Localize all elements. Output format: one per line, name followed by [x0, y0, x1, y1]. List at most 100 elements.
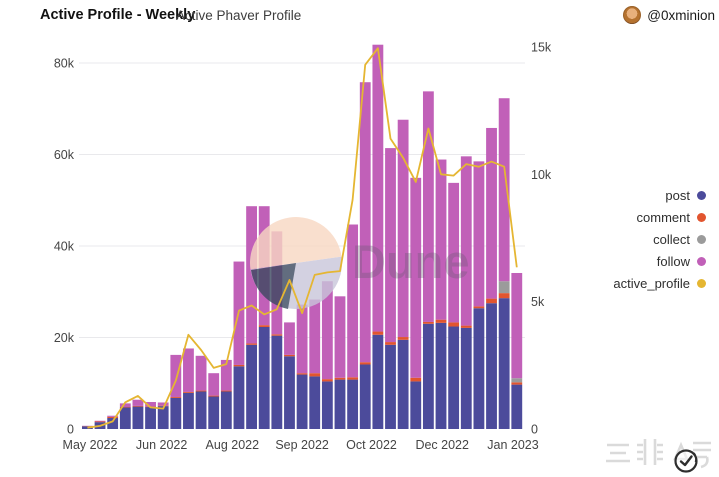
bar-segment-post [170, 397, 182, 429]
bar-week-24[interactable] [372, 44, 384, 429]
bar-segment-follow [195, 355, 207, 391]
bar-segment-comment [511, 382, 523, 385]
bar-segment-follow [460, 156, 472, 326]
bar-segment-post [258, 326, 270, 429]
legend-item-follow[interactable]: follow [657, 254, 706, 269]
bar-segment-post [309, 376, 321, 429]
bar-week-23[interactable] [359, 82, 371, 429]
x-axis-tick: Jun 2022 [136, 438, 187, 452]
bar-segment-collect [498, 281, 510, 294]
bar-segment-comment [107, 416, 119, 419]
right-axis-tick: 5k [531, 295, 545, 309]
bar-segment-follow [284, 322, 295, 355]
bar-week-8[interactable] [170, 354, 182, 429]
bar-segment-comment [309, 373, 321, 377]
bar-week-13[interactable] [233, 261, 245, 429]
bar-week-11[interactable] [208, 373, 220, 429]
bar-segment-follow [359, 82, 371, 363]
bar-week-12[interactable] [220, 359, 232, 430]
active-profile-line [87, 47, 518, 429]
legend-item-post[interactable]: post [665, 188, 706, 203]
bar-week-6[interactable] [145, 402, 156, 429]
legend-label: post [665, 188, 690, 203]
bar-segment-post [183, 392, 194, 429]
bar-segment-post [334, 379, 346, 429]
bar-segment-post [347, 379, 359, 429]
bar-week-32[interactable] [473, 161, 485, 429]
bar-week-9[interactable] [183, 348, 194, 429]
bar-week-26[interactable] [397, 119, 409, 429]
bar-segment-follow [385, 148, 396, 343]
bar-segment-follow [220, 359, 232, 391]
chart-header: Active Profile - Weekly Active Phaver Pr… [0, 0, 719, 30]
legend-item-collect[interactable]: collect [653, 232, 706, 247]
bar-segment-follow [157, 402, 169, 406]
bar-segment-comment [473, 306, 485, 309]
bar-segment-post [208, 396, 220, 429]
bar-week-22[interactable] [347, 224, 359, 430]
bar-segment-post [284, 356, 295, 429]
bar-segment-comment [397, 337, 409, 340]
bar-segment-post [448, 326, 460, 429]
legend-label: active_profile [613, 276, 690, 291]
bar-week-27[interactable] [410, 177, 422, 429]
bar-week-29[interactable] [435, 159, 447, 429]
bar-week-28[interactable] [422, 91, 434, 429]
bar-segment-follow [107, 415, 119, 417]
check-badge-icon [674, 449, 698, 473]
bar-week-34[interactable] [498, 98, 510, 429]
left-axis-tick: 0 [67, 423, 74, 437]
bar-segment-comment [94, 421, 106, 423]
bar-segment-post [246, 344, 257, 429]
bar-segment-follow [498, 98, 510, 282]
bar-segment-follow [372, 44, 384, 332]
bar-week-30[interactable] [448, 182, 460, 429]
bar-segment-follow [511, 272, 523, 379]
dune-wordmark: Dune [352, 235, 470, 288]
bar-week-33[interactable] [486, 127, 497, 429]
bar-week-17[interactable] [284, 322, 295, 429]
bar-week-21[interactable] [334, 296, 346, 429]
bar-week-31[interactable] [460, 156, 472, 429]
bar-segment-post [410, 381, 422, 429]
bar-segment-comment [372, 331, 384, 335]
legend-item-active_profile[interactable]: active_profile [613, 276, 706, 291]
bar-segment-follow [397, 119, 409, 338]
bar-week-7[interactable] [157, 402, 169, 430]
bar-segment-comment [385, 342, 396, 345]
bar-segment-follow [473, 161, 485, 307]
bar-segment-follow [132, 399, 144, 406]
bar-week-4[interactable] [119, 403, 131, 429]
bar-week-3[interactable] [107, 415, 119, 429]
bar-segment-comment [246, 343, 257, 345]
bar-segment-post [107, 418, 119, 429]
bar-week-20[interactable] [321, 281, 333, 429]
bar-week-25[interactable] [385, 148, 396, 429]
bar-segment-follow [422, 91, 434, 322]
monkey-avatar-icon [623, 6, 642, 24]
bar-week-5[interactable] [132, 399, 144, 429]
bar-segment-follow [183, 348, 194, 392]
bar-segment-comment [435, 319, 447, 323]
bar-segment-follow [296, 304, 308, 374]
bar-segment-follow [309, 299, 321, 374]
bar-week-19[interactable] [309, 299, 321, 429]
bar-week-14[interactable] [246, 206, 257, 429]
right-axis-tick: 0 [531, 423, 538, 437]
author-chip[interactable]: @0xminion [623, 6, 715, 24]
bar-segment-follow [145, 402, 156, 407]
bar-segment-post [397, 339, 409, 429]
bar-segment-comment [321, 379, 333, 382]
bar-week-18[interactable] [296, 304, 308, 429]
left-axis-tick: 80k [54, 57, 75, 71]
legend-dot-icon [697, 257, 706, 266]
bar-week-35[interactable] [511, 272, 523, 429]
bar-week-10[interactable] [195, 355, 207, 430]
author-handle[interactable]: @0xminion [647, 7, 715, 23]
bar-segment-comment [296, 373, 308, 375]
bar-segment-post [422, 323, 434, 429]
legend-item-comment[interactable]: comment [637, 210, 706, 225]
bar-segment-comment [208, 395, 220, 397]
x-axis-tick: Jan 2023 [487, 438, 538, 452]
x-axis-tick: Aug 2022 [206, 438, 260, 452]
